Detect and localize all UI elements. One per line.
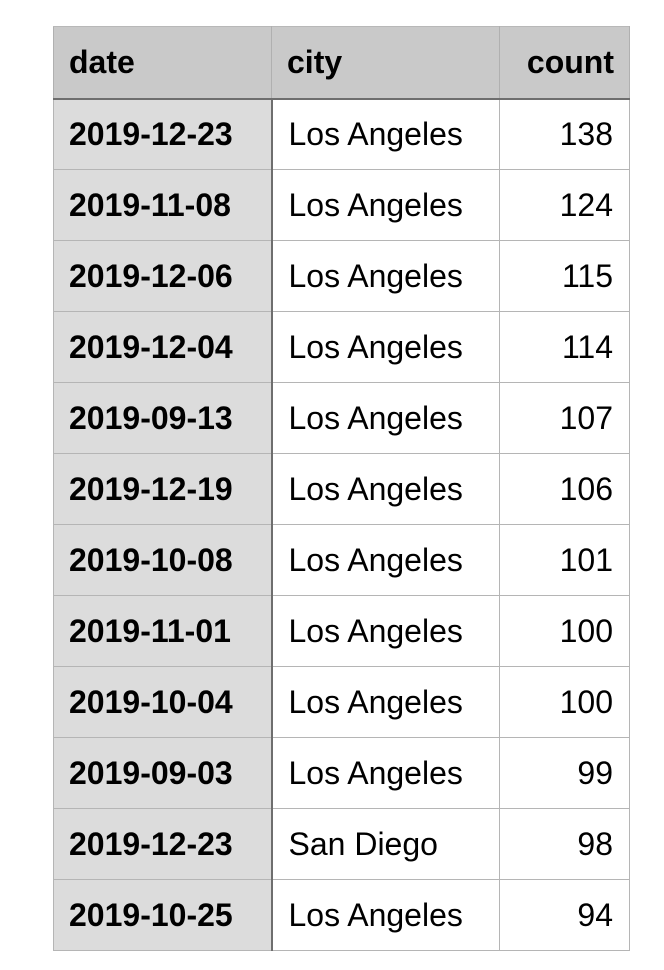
city-cell: Los Angeles: [271, 666, 500, 738]
table-row: 2019-12-19 Los Angeles 106: [53, 453, 630, 525]
date-cell: 2019-12-19: [53, 453, 273, 525]
data-table-container: date city count 2019-12-23 Los Angeles 138…: [53, 26, 630, 951]
table-row: 2019-10-08 Los Angeles 101: [53, 524, 630, 596]
city-cell: Los Angeles: [271, 169, 500, 241]
city-cell: Los Angeles: [271, 524, 500, 596]
city-cell: Los Angeles: [271, 382, 500, 454]
column-header-count: count: [499, 26, 630, 100]
table-row: 2019-09-03 Los Angeles 99: [53, 737, 630, 809]
date-cell: 2019-12-23: [53, 98, 273, 170]
city-cell: Los Angeles: [271, 98, 500, 170]
table-row: 2019-12-23 San Diego 98: [53, 808, 630, 880]
count-cell: 138: [499, 98, 630, 170]
column-header-city: city: [271, 26, 500, 100]
date-cell: 2019-12-04: [53, 311, 273, 383]
column-header-date: date: [53, 26, 272, 100]
table-row: 2019-10-25 Los Angeles 94: [53, 879, 630, 951]
data-table: date city count 2019-12-23 Los Angeles 138…: [53, 26, 630, 951]
count-cell: 98: [499, 808, 630, 880]
table-header: date city count: [53, 26, 630, 100]
count-cell: 99: [499, 737, 630, 809]
table-row: 2019-11-01 Los Angeles 100: [53, 595, 630, 667]
date-cell: 2019-09-03: [53, 737, 273, 809]
date-cell: 2019-10-25: [53, 879, 273, 951]
date-cell: 2019-11-08: [53, 169, 273, 241]
city-cell: Los Angeles: [271, 737, 500, 809]
count-cell: 107: [499, 382, 630, 454]
date-cell: 2019-09-13: [53, 382, 273, 454]
date-cell: 2019-10-08: [53, 524, 273, 596]
city-cell: San Diego: [271, 808, 500, 880]
count-cell: 124: [499, 169, 630, 241]
city-cell: Los Angeles: [271, 879, 500, 951]
count-cell: 115: [499, 240, 630, 312]
table-row: 2019-12-23 Los Angeles 138: [53, 98, 630, 170]
city-cell: Los Angeles: [271, 595, 500, 667]
date-cell: 2019-10-04: [53, 666, 273, 738]
date-cell: 2019-12-06: [53, 240, 273, 312]
table-row: 2019-09-13 Los Angeles 107: [53, 382, 630, 454]
count-cell: 100: [499, 666, 630, 738]
city-cell: Los Angeles: [271, 311, 500, 383]
header-row: date city count: [53, 26, 630, 100]
count-cell: 101: [499, 524, 630, 596]
table-row: 2019-11-08 Los Angeles 124: [53, 169, 630, 241]
table-row: 2019-10-04 Los Angeles 100: [53, 666, 630, 738]
count-cell: 100: [499, 595, 630, 667]
count-cell: 106: [499, 453, 630, 525]
count-cell: 114: [499, 311, 630, 383]
table-body: 2019-12-23 Los Angeles 138 2019-11-08 Los An…: [53, 98, 630, 951]
date-cell: 2019-12-23: [53, 808, 273, 880]
count-cell: 94: [499, 879, 630, 951]
table-row: 2019-12-06 Los Angeles 115: [53, 240, 630, 312]
date-cell: 2019-11-01: [53, 595, 273, 667]
city-cell: Los Angeles: [271, 453, 500, 525]
city-cell: Los Angeles: [271, 240, 500, 312]
table-row: 2019-12-04 Los Angeles 114: [53, 311, 630, 383]
